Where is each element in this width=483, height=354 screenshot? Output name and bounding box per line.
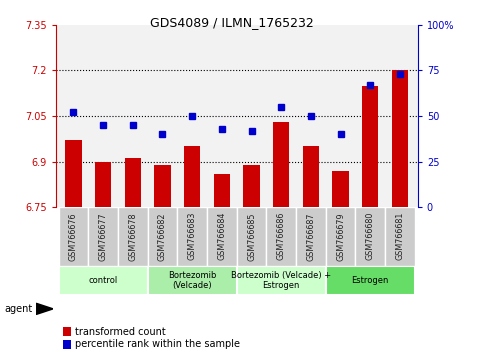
Bar <box>266 207 296 266</box>
Text: GSM766687: GSM766687 <box>306 212 315 261</box>
Bar <box>154 165 170 207</box>
Text: GSM766685: GSM766685 <box>247 212 256 261</box>
Text: Bortezomib (Velcade) +
Estrogen: Bortezomib (Velcade) + Estrogen <box>231 271 331 290</box>
Bar <box>355 207 385 266</box>
Bar <box>326 266 415 295</box>
Bar <box>58 207 88 266</box>
Text: GSM766679: GSM766679 <box>336 212 345 261</box>
Bar <box>95 161 111 207</box>
Bar <box>88 207 118 266</box>
Text: Bortezomib
(Velcade): Bortezomib (Velcade) <box>168 271 216 290</box>
Text: GSM766683: GSM766683 <box>187 212 197 261</box>
Bar <box>237 266 326 295</box>
Bar <box>273 122 289 207</box>
Text: GSM766680: GSM766680 <box>366 212 375 261</box>
Text: GSM766686: GSM766686 <box>277 212 286 261</box>
Text: GSM766684: GSM766684 <box>217 212 227 261</box>
Text: Estrogen: Estrogen <box>352 276 389 285</box>
Polygon shape <box>36 303 53 314</box>
Bar <box>58 266 148 295</box>
Bar <box>326 207 355 266</box>
Text: percentile rank within the sample: percentile rank within the sample <box>75 339 240 349</box>
Text: agent: agent <box>5 304 33 314</box>
Bar <box>237 207 266 266</box>
Bar <box>148 266 237 295</box>
Bar <box>118 207 148 266</box>
Bar <box>184 146 200 207</box>
Text: control: control <box>88 276 118 285</box>
Bar <box>362 86 379 207</box>
Text: transformed count: transformed count <box>75 326 166 337</box>
Text: GSM766678: GSM766678 <box>128 212 137 261</box>
Bar <box>148 207 177 266</box>
Bar <box>303 146 319 207</box>
Bar <box>385 207 415 266</box>
Bar <box>392 70 408 207</box>
Bar <box>177 207 207 266</box>
Bar <box>332 171 349 207</box>
Text: GSM766677: GSM766677 <box>99 212 108 261</box>
Bar <box>207 207 237 266</box>
Text: GSM766681: GSM766681 <box>396 212 404 261</box>
Text: GSM766682: GSM766682 <box>158 212 167 261</box>
Text: GSM766676: GSM766676 <box>69 212 78 261</box>
Bar <box>296 207 326 266</box>
Bar <box>213 174 230 207</box>
Bar <box>65 140 82 207</box>
Bar <box>243 165 260 207</box>
Bar <box>125 159 141 207</box>
Text: GDS4089 / ILMN_1765232: GDS4089 / ILMN_1765232 <box>150 16 314 29</box>
